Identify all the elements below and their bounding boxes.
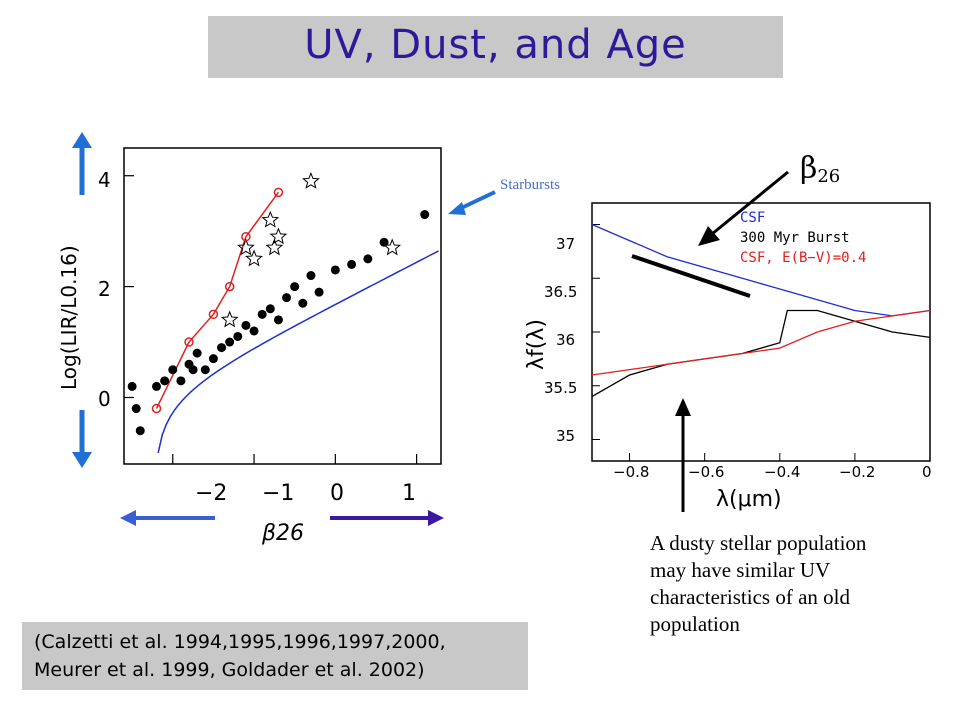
right-ytick-36.5: 36.5 xyxy=(544,283,577,301)
left-axis-ticks xyxy=(124,175,418,464)
down-arrow-head xyxy=(72,452,92,468)
filled-circle-point-27 xyxy=(363,254,373,264)
open-star-point-6 xyxy=(302,171,320,189)
starbursts-label: Starbursts xyxy=(500,177,560,193)
open-star-point-2 xyxy=(245,249,263,267)
red-circle-point-0 xyxy=(151,403,162,414)
filled-circle-point-18 xyxy=(265,304,275,314)
right-xtick-m0.6: −0.6 xyxy=(688,463,724,481)
right-ytick-37: 37 xyxy=(556,235,575,253)
filled-circle-point-10 xyxy=(200,365,210,375)
filled-circle-point-20 xyxy=(282,293,292,303)
right-data-marks xyxy=(591,223,931,398)
beta-pointer xyxy=(711,170,789,236)
left-data-marks xyxy=(127,171,439,454)
legend-burst: 300 Myr Burst xyxy=(740,230,850,246)
citation-line-1: (Calzetti et al. 1994,1995,1996,1997,200… xyxy=(34,631,446,653)
filled-circle-point-16 xyxy=(249,326,259,336)
beta-pointer-head xyxy=(698,226,720,246)
citation-box: (Calzetti et al. 1994,1995,1996,1997,200… xyxy=(22,622,528,690)
right-xtick-0: 0 xyxy=(922,463,932,481)
filled-circle-point-29 xyxy=(420,210,430,220)
spectrum-line-0 xyxy=(591,223,931,317)
open-star-point-3 xyxy=(261,210,280,228)
starbursts-pointer-head xyxy=(448,202,466,215)
legend-csf-dust: CSF, E(B−V)=0.4 xyxy=(740,250,866,266)
red-circle-point-1 xyxy=(184,337,194,347)
left-plot-frame xyxy=(123,147,442,465)
spectrum-line-1 xyxy=(591,309,931,398)
filled-circle-point-15 xyxy=(241,320,251,330)
filled-circle-point-4 xyxy=(160,376,170,386)
filled-circle-point-14 xyxy=(233,331,243,341)
left-arrow-head xyxy=(120,510,136,526)
beta26-slope-line xyxy=(631,254,751,298)
filled-circle-point-25 xyxy=(330,265,340,275)
right-xtick-m0.4: −0.4 xyxy=(764,463,800,481)
filled-circle-point-12 xyxy=(217,343,227,353)
filled-circle-point-26 xyxy=(347,259,357,269)
open-star-point-5 xyxy=(265,238,284,256)
filled-circle-point-8 xyxy=(188,365,198,375)
spectrum-line-2 xyxy=(591,309,931,376)
note-text: A dusty stellar population may have simi… xyxy=(650,531,867,636)
filled-circle-point-11 xyxy=(208,354,218,364)
right-xtick-m0.8: −0.8 xyxy=(613,463,649,481)
filled-circle-point-23 xyxy=(306,271,316,281)
legend-csf: CSF xyxy=(740,210,765,226)
citation-line-2: Meurer et al. 1999, Goldader et al. 2002… xyxy=(34,659,425,681)
filled-circle-point-9 xyxy=(192,348,202,358)
note-pointer-head xyxy=(675,398,691,416)
filled-circle-point-0 xyxy=(127,381,137,391)
left-xtick-m1: −1 xyxy=(262,481,294,506)
left-xtick-m2: −2 xyxy=(195,481,227,506)
right-ytick-35: 35 xyxy=(556,427,575,445)
filled-circle-point-28 xyxy=(379,237,389,247)
citation-text: (Calzetti et al. 1994,1995,1996,1997,200… xyxy=(34,628,446,684)
left-xlabel: β26 xyxy=(261,521,304,546)
open-star-point-4 xyxy=(269,227,288,245)
meurer-relation-curve xyxy=(157,250,439,454)
left-ytick-2: 2 xyxy=(98,277,111,301)
red-circle-point-4 xyxy=(241,231,251,242)
left-ytick-0: 0 xyxy=(98,387,111,411)
filled-circle-point-19 xyxy=(273,315,283,325)
title-bar: UV, Dust, and Age xyxy=(208,16,783,78)
filled-circle-point-21 xyxy=(290,282,300,292)
red-circle-point-5 xyxy=(273,187,284,198)
right-arrow-head xyxy=(428,510,444,526)
filled-circle-point-5 xyxy=(168,365,178,375)
left-ylabel: Log(LIR/L0.16) xyxy=(57,245,81,390)
open-star-point-7 xyxy=(383,238,402,256)
filled-circle-point-6 xyxy=(176,376,186,386)
right-ylabel: λf(λ) xyxy=(524,319,549,370)
beta-label: β26 xyxy=(800,151,840,187)
filled-circle-point-24 xyxy=(314,287,324,297)
filled-circle-point-2 xyxy=(135,426,145,436)
red-circle-point-3 xyxy=(224,281,235,292)
left-xtick-1: 1 xyxy=(402,481,416,506)
filled-circle-point-3 xyxy=(152,381,162,391)
filled-circle-point-22 xyxy=(298,298,308,308)
filled-circle-point-17 xyxy=(257,309,267,319)
filled-circle-point-13 xyxy=(225,337,235,347)
slide-title: UV, Dust, and Age xyxy=(304,22,687,68)
open-star-point-0 xyxy=(220,310,239,328)
right-xlabel: λ(μm) xyxy=(716,487,782,512)
red-model-line xyxy=(155,191,280,409)
left-xtick-0: 0 xyxy=(330,481,344,506)
filled-circle-point-1 xyxy=(131,404,141,414)
right-xtick-m0.2: −0.2 xyxy=(839,463,875,481)
right-ytick-35.5: 35.5 xyxy=(544,379,577,397)
red-circle-point-2 xyxy=(208,309,219,320)
left-ytick-4: 4 xyxy=(98,168,111,192)
right-ytick-36: 36 xyxy=(556,331,575,349)
up-arrow-head xyxy=(72,132,92,148)
open-star-point-1 xyxy=(237,238,255,256)
